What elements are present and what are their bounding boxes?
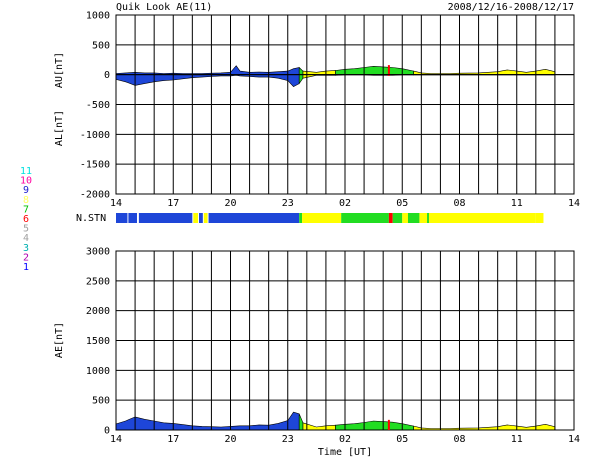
bottom-ytick-label: 3000 [86,247,110,258]
nstn-bar-panel: N.STN [76,213,544,224]
top-xtick-label: 11 [511,198,523,209]
station-legend-item: 6 [23,214,29,225]
top-xtick-label: 17 [167,198,179,209]
au-al-area [298,66,304,85]
station-legend-item: 5 [23,224,29,235]
au-al-area [115,65,300,87]
station-legend-item: 4 [23,233,29,244]
top-xtick-label: 14 [568,198,580,209]
bottom-ytick-label: 1500 [86,336,110,347]
nstn-label: N.STN [76,213,106,224]
au-axis-label: AU[nT] [54,52,65,88]
bottom-ytick-label: 0 [104,426,110,437]
nstn-block [299,213,303,223]
station-legend-item: 2 [23,252,29,263]
nstn-block [388,213,393,223]
nstn-block [392,213,403,223]
ae-area [115,411,300,431]
station-legend-item: 1 [23,262,29,273]
nstn-block [428,213,536,223]
top-xtick-label: 20 [224,198,236,209]
nstn-block [199,213,203,223]
nstn-block [402,213,408,223]
nstn-block [302,213,342,223]
nstn-block [341,213,389,223]
top-xtick-label: 02 [339,198,351,209]
bottom-ytick-label: 2500 [86,276,110,287]
ae-area [413,423,556,431]
top-ytick-label: 0 [104,70,110,81]
top-frame [115,14,575,195]
nstn-block [128,213,137,223]
bottom-ytick-label: 500 [92,396,110,407]
top-ytick-label: 1000 [86,11,110,22]
top-ytick-label: -500 [86,100,110,111]
ae-axis-label: AE[nT] [54,322,65,358]
top-ytick-label: -1500 [80,160,110,171]
date-range: 2008/12/16-2008/12/17 [448,2,574,13]
ae-area [302,422,336,431]
bottom-xtick-label: 14 [110,434,122,445]
bottom-xtick-label: 17 [167,434,179,445]
nstn-block [208,213,300,223]
chart-title: Quik Look AE(11) [116,2,212,13]
top-xtick-label: 05 [396,198,408,209]
al-axis-label: AL[nT] [54,110,65,146]
top-xtick-label: 08 [453,198,465,209]
bottom-xtick-label: 05 [396,434,408,445]
bottom-ytick-label: 2000 [86,306,110,317]
bottom-frame [115,250,575,431]
top-ytick-label: 500 [92,40,110,51]
top-xtick-label: 23 [282,198,294,209]
nstn-block [407,213,420,223]
nstn-block [427,213,429,223]
nstn-block [193,213,199,223]
bottom-xtick-label: 02 [339,434,351,445]
station-legend-item: 9 [23,185,29,196]
bottom-ytick-label: 1000 [86,366,110,377]
bottom-xtick-label: 11 [511,434,523,445]
au-al-area [413,68,556,76]
top-xtick-label: 14 [110,198,122,209]
top-ytick-label: -1000 [80,130,110,141]
bottom-xtick-label: 14 [568,434,580,445]
station-legend-item: 10 [20,176,32,187]
station-legend-item: 3 [23,243,29,254]
station-legend-item: 8 [23,195,29,206]
nstn-block [138,213,193,223]
station-legend-item: 11 [20,166,32,177]
bottom-xtick-label: 20 [224,434,236,445]
bottom-xtick-label: 23 [282,434,294,445]
nstn-block [203,213,208,223]
nstn-block [116,213,128,223]
nstn-block [419,213,428,223]
bottom-xtick-label: 08 [453,434,465,445]
time-axis-label: Time [UT] [318,447,372,458]
ae-area [298,413,304,431]
top-ytick-label: -2000 [80,190,110,201]
station-legend-item: 7 [23,204,29,215]
nstn-block [535,213,544,223]
